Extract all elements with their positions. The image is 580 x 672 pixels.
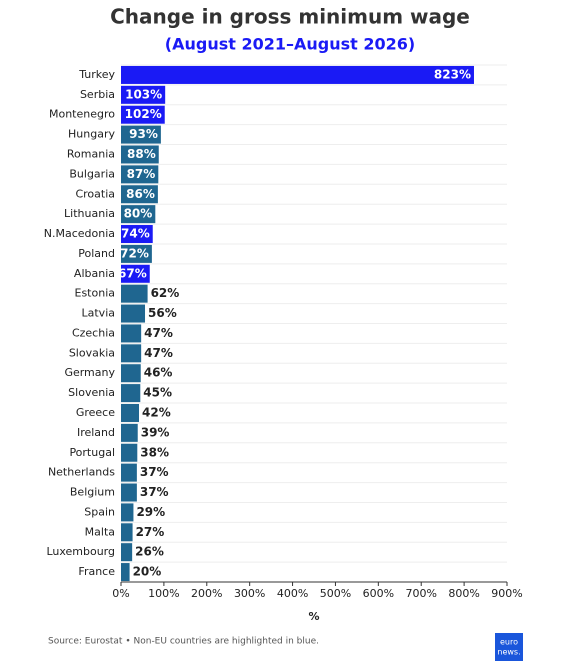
bar bbox=[121, 284, 148, 303]
x-tick-label: 700% bbox=[405, 587, 436, 600]
logo bbox=[495, 633, 523, 661]
value-label: 46% bbox=[144, 366, 173, 380]
x-tick-label: 500% bbox=[320, 587, 351, 600]
bar bbox=[121, 403, 140, 422]
value-label: 87% bbox=[127, 167, 156, 181]
value-label: 39% bbox=[141, 425, 170, 439]
x-tick-label: 900% bbox=[491, 587, 522, 600]
bar bbox=[121, 543, 133, 562]
value-label: 86% bbox=[126, 187, 155, 201]
x-axis-label: % bbox=[308, 610, 319, 623]
bar bbox=[121, 145, 159, 164]
y-tick-label: N.Macedonia bbox=[44, 227, 115, 240]
value-label: 103% bbox=[125, 87, 162, 101]
value-label: 47% bbox=[144, 346, 173, 360]
value-label: 88% bbox=[127, 147, 156, 161]
y-tick-label: Lithuania bbox=[64, 207, 115, 220]
y-tick-label: Turkey bbox=[78, 68, 115, 81]
bar bbox=[121, 563, 130, 582]
bar bbox=[121, 423, 138, 442]
logo-text: news. bbox=[497, 648, 520, 657]
value-label: 102% bbox=[125, 107, 162, 121]
y-tick-label: Estonia bbox=[75, 287, 116, 300]
value-label: 47% bbox=[144, 326, 173, 340]
bar bbox=[121, 225, 153, 244]
bar bbox=[121, 264, 150, 283]
value-label: 37% bbox=[140, 485, 169, 499]
bar bbox=[121, 384, 141, 403]
bar bbox=[121, 324, 142, 343]
bar bbox=[121, 304, 146, 323]
value-label: 26% bbox=[135, 545, 164, 559]
x-tick-label: 400% bbox=[277, 587, 308, 600]
bar bbox=[121, 503, 134, 522]
value-label: 80% bbox=[124, 207, 153, 221]
bar bbox=[121, 523, 133, 542]
y-tick-label: Hungary bbox=[68, 128, 115, 141]
bar bbox=[121, 463, 137, 482]
bar bbox=[121, 125, 161, 144]
y-tick-label: Germany bbox=[64, 366, 115, 379]
y-tick-label: Luxembourg bbox=[46, 545, 115, 558]
y-tick-label: Montenegro bbox=[49, 108, 115, 121]
y-tick-label: Serbia bbox=[80, 88, 115, 101]
y-tick-label: Belgium bbox=[70, 486, 115, 499]
y-tick-label: Poland bbox=[78, 247, 115, 260]
x-tick-label: 200% bbox=[191, 587, 222, 600]
bar bbox=[121, 205, 156, 224]
bar bbox=[121, 85, 166, 104]
y-tick-label: Greece bbox=[76, 406, 115, 419]
x-tick-label: 800% bbox=[448, 587, 479, 600]
x-tick-label: 300% bbox=[234, 587, 265, 600]
bar bbox=[121, 244, 152, 263]
y-tick-label: Spain bbox=[84, 505, 115, 518]
y-tick-label: Ireland bbox=[77, 426, 115, 439]
value-label: 29% bbox=[136, 505, 165, 519]
bar bbox=[121, 443, 138, 462]
value-label: 45% bbox=[143, 386, 172, 400]
chart-subtitle: (August 2021–August 2026) bbox=[165, 35, 415, 54]
y-tick-label: Malta bbox=[85, 525, 115, 538]
y-tick-label: Bulgaria bbox=[69, 167, 115, 180]
bar bbox=[121, 483, 137, 502]
y-tick-label: Albania bbox=[74, 267, 115, 280]
y-tick-label: Latvia bbox=[82, 307, 116, 320]
value-label: 823% bbox=[434, 67, 471, 81]
y-tick-label: Croatia bbox=[75, 187, 115, 200]
x-tick-label: 0% bbox=[112, 587, 129, 600]
value-label: 27% bbox=[136, 525, 165, 539]
x-tick-label: 100% bbox=[148, 587, 179, 600]
value-label: 62% bbox=[151, 286, 180, 300]
chart-title: Change in gross minimum wage bbox=[110, 5, 470, 29]
bar bbox=[121, 105, 165, 124]
value-label: 72% bbox=[120, 246, 149, 260]
logo-text: euro bbox=[500, 638, 518, 647]
value-label: 37% bbox=[140, 465, 169, 479]
value-label: 42% bbox=[142, 405, 171, 419]
y-tick-label: Czechia bbox=[72, 326, 115, 339]
y-tick-label: France bbox=[78, 565, 115, 578]
y-tick-label: Netherlands bbox=[48, 466, 115, 479]
source-note: Source: Eurostat • Non-EU countries are … bbox=[48, 637, 319, 647]
value-label: 93% bbox=[129, 127, 158, 141]
value-label: 56% bbox=[148, 306, 177, 320]
bar bbox=[121, 185, 158, 204]
bar bbox=[121, 65, 474, 84]
value-label: 38% bbox=[140, 445, 169, 459]
y-tick-label: Romania bbox=[67, 147, 115, 160]
value-label: 74% bbox=[121, 227, 150, 241]
value-label: 20% bbox=[133, 565, 162, 579]
y-tick-label: Portugal bbox=[69, 446, 115, 459]
bar bbox=[121, 344, 142, 363]
bar bbox=[121, 165, 159, 184]
y-tick-label: Slovakia bbox=[69, 346, 115, 359]
bar bbox=[121, 364, 141, 383]
y-tick-label: Slovenia bbox=[68, 386, 115, 399]
x-tick-label: 600% bbox=[363, 587, 394, 600]
value-label: 67% bbox=[118, 266, 147, 280]
